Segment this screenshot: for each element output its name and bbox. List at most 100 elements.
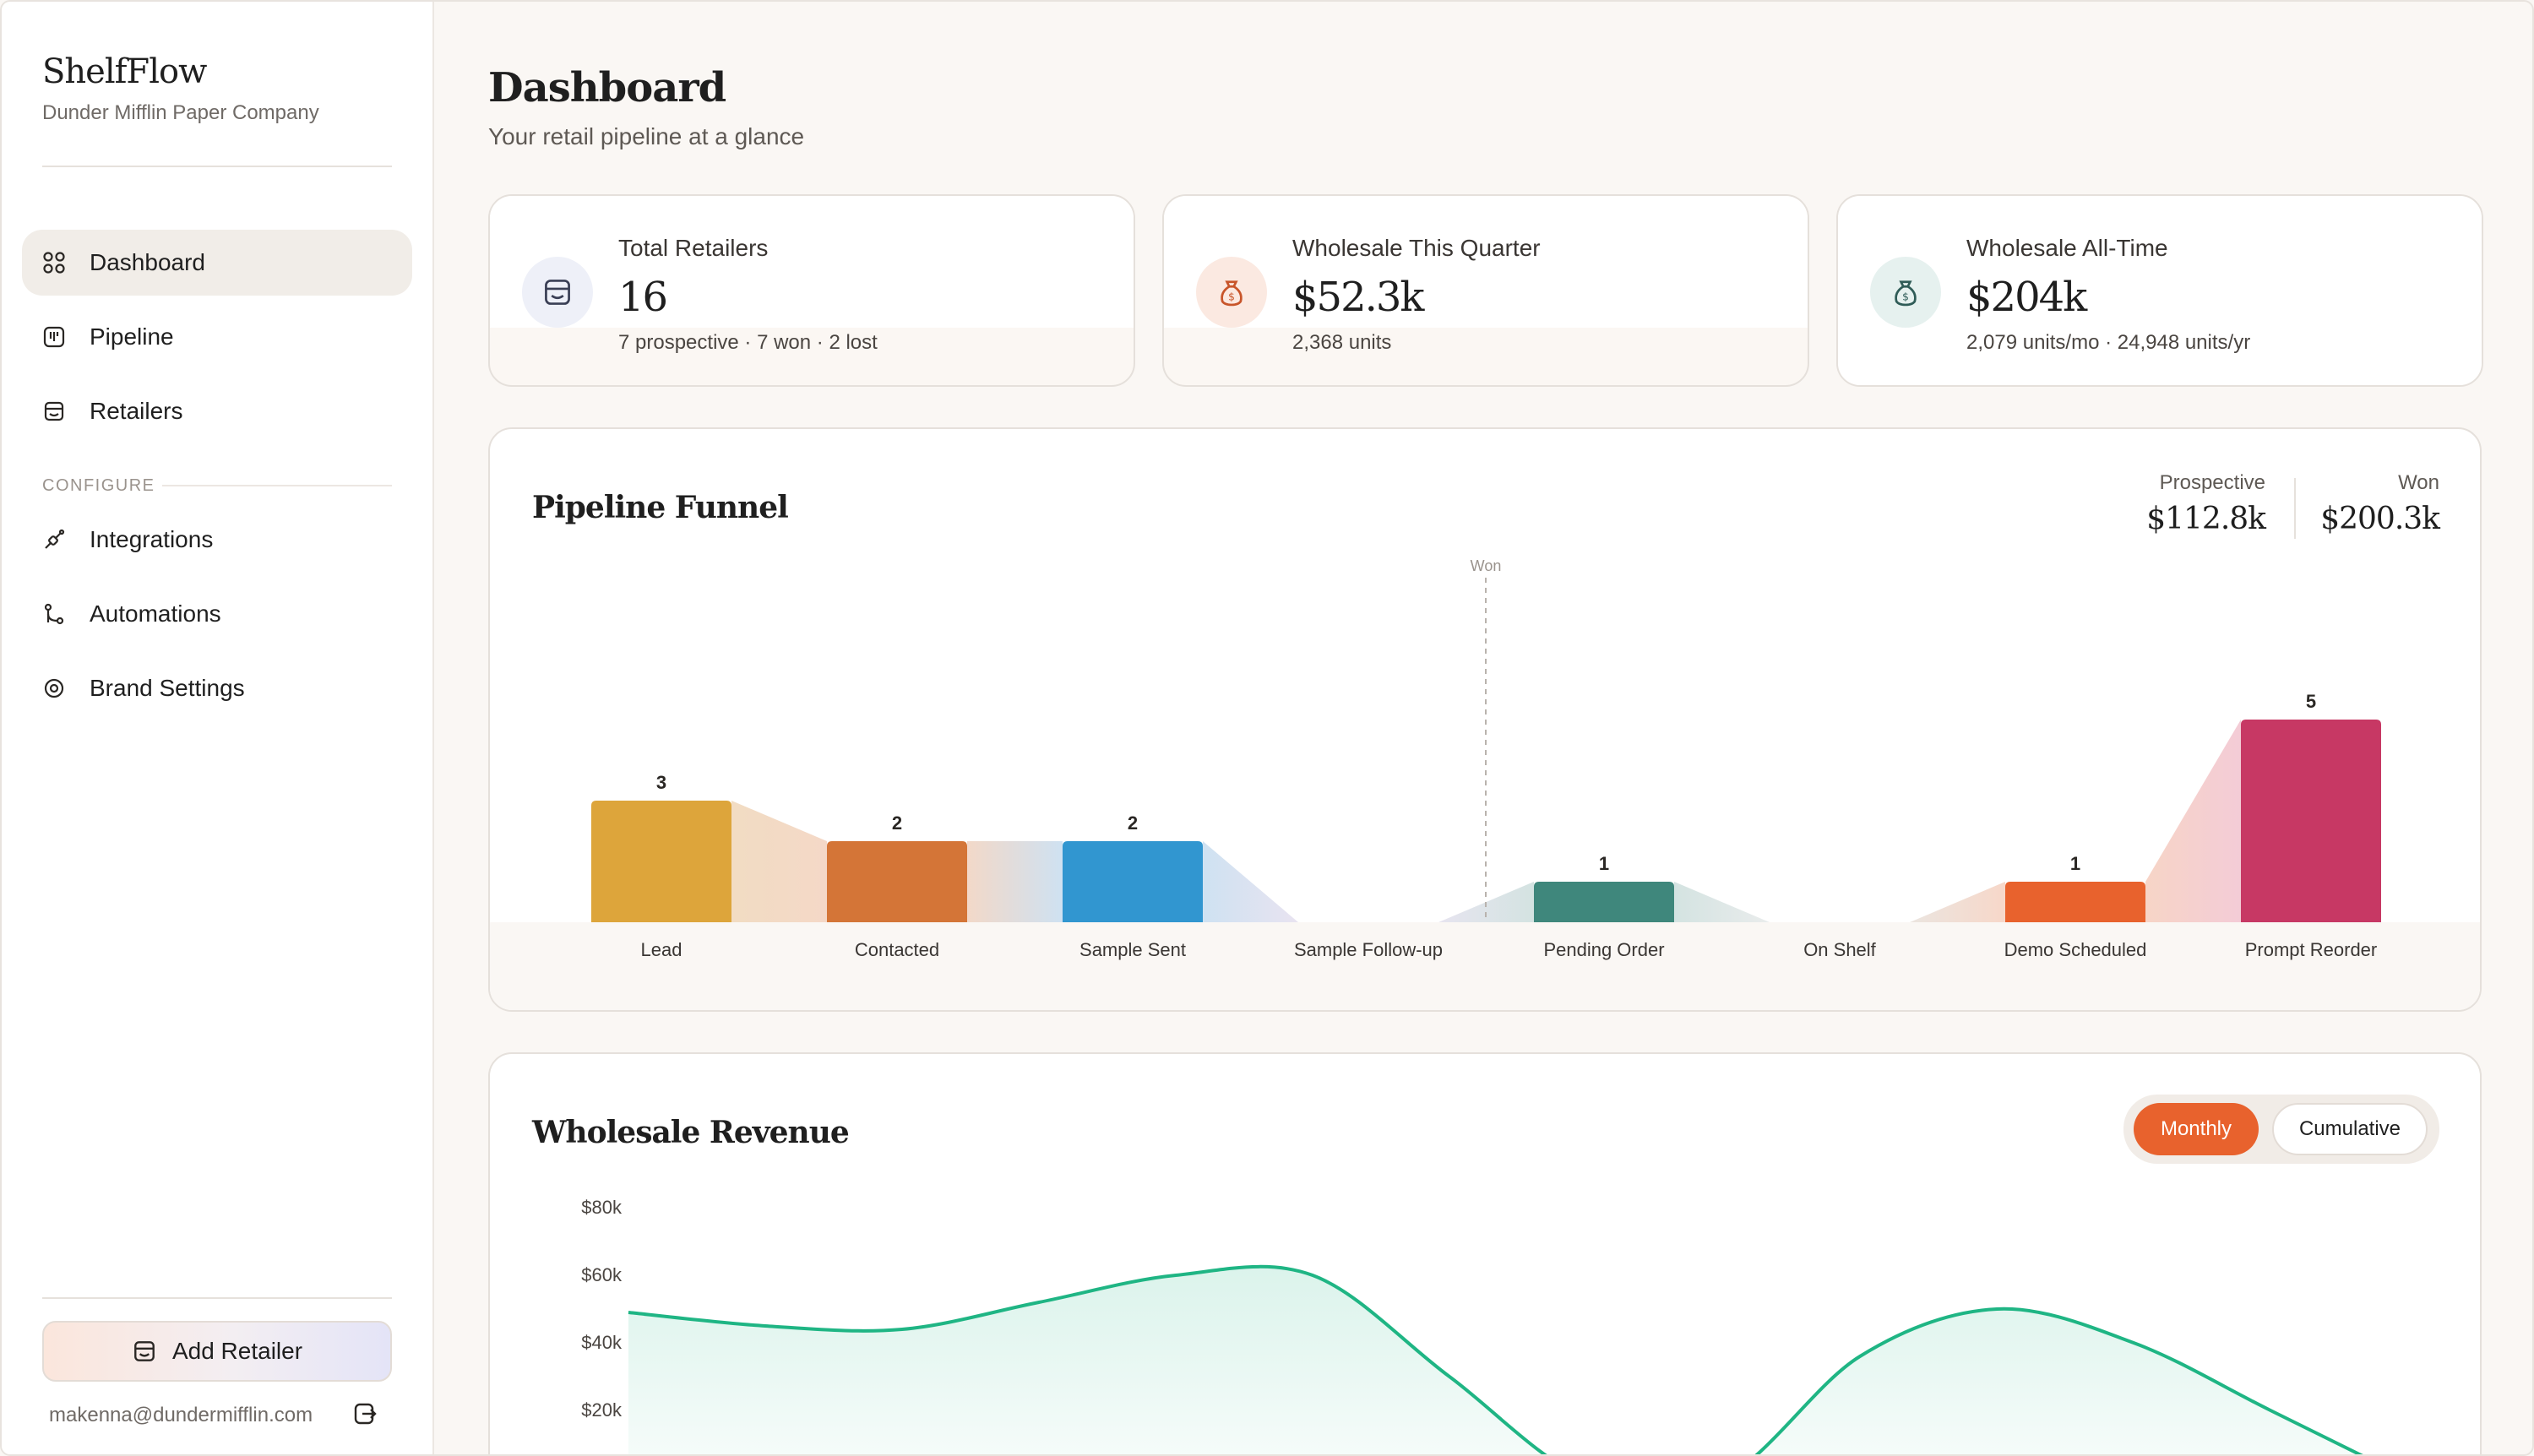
revenue-line xyxy=(628,1264,2363,1454)
stat-icon-wrap: $ xyxy=(1196,257,1267,328)
funnel-stage-label: Prompt Reorder xyxy=(2244,939,2378,960)
stat-value: $204k xyxy=(1966,274,2087,321)
sidebar-item-label: Integrations xyxy=(90,526,214,552)
summary-divider xyxy=(2294,478,2296,539)
funnel-connector xyxy=(731,801,827,922)
stat-label: Wholesale All-Time xyxy=(1966,235,2168,261)
sidebar-divider xyxy=(42,1297,392,1299)
money-bag-icon: $ xyxy=(1221,280,1243,307)
brand-name: ShelfFlow xyxy=(42,52,207,91)
funnel-value-label: 3 xyxy=(656,772,666,793)
stat-subtext: 7 prospective · 7 won · 2 lost xyxy=(618,331,878,354)
add-retailer-label: Add Retailer xyxy=(171,1338,303,1364)
sidebar-item-label: Brand Settings xyxy=(90,675,245,701)
y-axis-tick-label: $40k xyxy=(581,1332,622,1353)
funnel-value-label: 1 xyxy=(2070,853,2080,874)
revenue-area xyxy=(628,1266,2360,1454)
user-email: makenna@dundermifflin.com xyxy=(49,1404,313,1426)
prospective-label: Prospective xyxy=(2159,471,2265,494)
sidebar-item-label: Automations xyxy=(90,600,221,627)
funnel-connector xyxy=(967,841,1063,922)
pipeline-funnel-panel: Pipeline Funnel Prospective $112.8k Won … xyxy=(488,427,2482,1012)
stat-card-wholesale-quarter: $ Wholesale This Quarter $52.3k 2,368 un… xyxy=(1162,194,1809,387)
prospective-value: $112.8k xyxy=(2146,502,2266,536)
sidebar-item-brand-settings[interactable]: Brand Settings xyxy=(22,655,412,721)
stat-subtext: 2,368 units xyxy=(1292,331,1392,354)
sidebar-item-dashboard[interactable]: Dashboard xyxy=(22,230,412,296)
sidebar-item-integrations[interactable]: Integrations xyxy=(22,507,412,573)
funnel-stage-label: Pending Order xyxy=(1543,939,1665,960)
stat-label: Total Retailers xyxy=(618,235,769,261)
funnel-connector xyxy=(2145,720,2241,922)
funnel-value-label: 5 xyxy=(2306,691,2316,712)
funnel-stage-label: On Shelf xyxy=(1803,939,1876,960)
stat-subtext: 2,079 units/mo · 24,948 units/yr xyxy=(1966,331,2251,354)
funnel-stage-label: Sample Sent xyxy=(1079,939,1186,960)
funnel-value-label: 1 xyxy=(1599,853,1609,874)
stat-card-total-retailers: Total Retailers 16 7 prospective · 7 won… xyxy=(488,194,1135,387)
funnel-connector xyxy=(1910,882,2005,922)
stat-label: Wholesale This Quarter xyxy=(1292,235,1541,261)
funnel-chart: 3 2 2 1 1 5 Won xyxy=(591,557,2381,922)
funnel-stage-label: Lead xyxy=(640,939,682,960)
funnel-stage-label: Contacted xyxy=(854,939,940,960)
page-subtitle: Your retail pipeline at a glance xyxy=(488,123,805,149)
funnel-value-label: 2 xyxy=(1128,812,1138,834)
funnel-bar[interactable] xyxy=(591,801,731,922)
svg-text:$: $ xyxy=(1902,291,1909,303)
funnel-baseline-band xyxy=(490,922,2480,1010)
gear-icon xyxy=(44,678,64,698)
y-axis-tick-label: $80k xyxy=(581,1197,622,1218)
sidebar-divider xyxy=(42,166,392,167)
store-icon xyxy=(44,401,64,421)
money-bag-icon: $ xyxy=(1895,280,1917,307)
funnel-bar[interactable] xyxy=(2241,720,2381,922)
sidebar-item-automations[interactable]: Automations xyxy=(22,581,412,647)
sidebar-item-label: Retailers xyxy=(90,398,183,424)
funnel-stage-label: Demo Scheduled xyxy=(2004,939,2147,960)
panel-title: Pipeline Funnel xyxy=(532,490,789,525)
funnel-bar[interactable] xyxy=(2005,882,2145,922)
grid-icon xyxy=(43,252,65,274)
sidebar-item-label: Pipeline xyxy=(90,323,174,350)
stat-card-wholesale-alltime: $ Wholesale All-Time $204k 2,079 units/m… xyxy=(1836,194,2483,387)
add-retailer-button[interactable]: Add Retailer xyxy=(42,1321,392,1382)
sidebar-item-retailers[interactable]: Retailers xyxy=(22,378,412,444)
funnel-value-label: 2 xyxy=(892,812,902,834)
y-axis-tick-label: $20k xyxy=(581,1399,622,1421)
logout-icon[interactable] xyxy=(351,1400,378,1427)
revenue-chart xyxy=(628,1264,2363,1454)
toggle-monthly-button[interactable]: Monthly xyxy=(2134,1103,2259,1155)
funnel-connector xyxy=(1203,841,1298,922)
funnel-bar[interactable] xyxy=(827,841,967,922)
won-marker-label: Won xyxy=(1471,557,1502,574)
y-axis-tick-label: $60k xyxy=(581,1264,622,1285)
toggle-cumulative-button[interactable]: Cumulative xyxy=(2272,1103,2428,1155)
company-name: Dunder Mifflin Paper Company xyxy=(42,101,319,124)
stat-value: 16 xyxy=(618,274,668,321)
funnel-connector xyxy=(1674,882,1770,922)
store-icon xyxy=(134,1341,155,1361)
stat-value: $52.3k xyxy=(1292,274,1424,321)
pipeline-icon xyxy=(43,326,65,348)
revenue-toggle-group: Monthly Cumulative xyxy=(2123,1095,2439,1164)
sidebar: ShelfFlow Dunder Mifflin Paper Company D… xyxy=(2,2,434,1454)
section-label-configure: CONFIGURE xyxy=(42,476,155,495)
stat-icon-wrap xyxy=(522,257,593,328)
funnel-bar[interactable] xyxy=(1534,882,1674,922)
wholesale-revenue-panel: Wholesale Revenue Monthly Cumulative $80… xyxy=(488,1052,2482,1454)
store-icon xyxy=(545,280,570,305)
won-value: $200.3k xyxy=(2320,502,2440,536)
won-label: Won xyxy=(2398,471,2439,494)
svg-text:$: $ xyxy=(1228,291,1235,303)
sidebar-item-pipeline[interactable]: Pipeline xyxy=(22,304,412,370)
funnel-stage-label: Sample Follow-up xyxy=(1293,939,1444,960)
sidebar-item-label: Dashboard xyxy=(90,249,205,275)
panel-title: Wholesale Revenue xyxy=(532,1115,850,1150)
branch-icon xyxy=(44,603,64,625)
plug-icon xyxy=(45,529,65,549)
funnel-bar[interactable] xyxy=(1063,841,1203,922)
page-title: Dashboard xyxy=(488,64,726,111)
stat-icon-wrap: $ xyxy=(1870,257,1941,328)
